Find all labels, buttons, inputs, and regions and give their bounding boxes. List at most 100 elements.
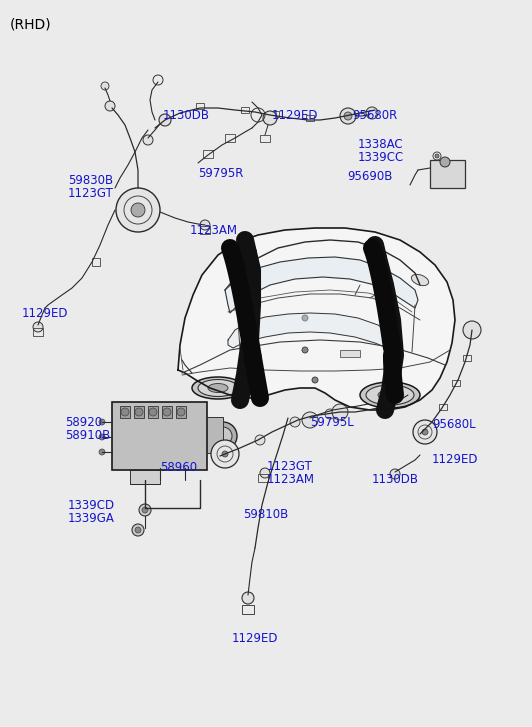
Circle shape <box>263 111 277 125</box>
Circle shape <box>395 362 401 368</box>
Bar <box>130 470 160 484</box>
Bar <box>340 350 360 357</box>
Bar <box>207 417 223 453</box>
Circle shape <box>242 592 254 604</box>
Circle shape <box>135 527 141 533</box>
Circle shape <box>131 203 145 217</box>
Circle shape <box>302 315 308 321</box>
Circle shape <box>390 469 400 479</box>
Circle shape <box>366 107 378 119</box>
Text: 58910B: 58910B <box>65 429 110 442</box>
Text: 1129ED: 1129ED <box>232 632 278 645</box>
Text: 59795R: 59795R <box>198 167 243 180</box>
Circle shape <box>143 135 153 145</box>
Circle shape <box>302 412 318 428</box>
Circle shape <box>325 409 335 419</box>
Bar <box>176 406 186 418</box>
Bar <box>112 402 207 470</box>
Text: 1339GA: 1339GA <box>68 512 115 525</box>
Circle shape <box>177 408 185 416</box>
Bar <box>241 107 249 113</box>
Bar <box>439 404 447 410</box>
Bar <box>203 150 213 158</box>
Bar <box>225 134 235 142</box>
Bar <box>463 355 471 361</box>
Bar <box>258 474 268 482</box>
Circle shape <box>105 101 115 111</box>
Bar <box>162 406 172 418</box>
Ellipse shape <box>198 379 238 396</box>
Circle shape <box>211 440 239 468</box>
Text: 58920: 58920 <box>65 416 102 429</box>
Text: 1339CD: 1339CD <box>68 499 115 512</box>
Bar <box>430 160 465 188</box>
Bar <box>306 115 314 121</box>
Ellipse shape <box>360 382 420 408</box>
Text: 1129ED: 1129ED <box>22 307 69 320</box>
Circle shape <box>101 82 109 90</box>
Circle shape <box>332 404 348 420</box>
Circle shape <box>142 507 148 513</box>
Bar <box>148 406 158 418</box>
Text: 95690B: 95690B <box>347 170 393 183</box>
Ellipse shape <box>366 385 414 405</box>
Text: 1129ED: 1129ED <box>272 109 319 122</box>
Bar <box>452 380 460 386</box>
Ellipse shape <box>208 384 228 393</box>
Bar <box>33 328 43 336</box>
Text: 1130DB: 1130DB <box>163 109 210 122</box>
Text: (RHD): (RHD) <box>10 18 52 32</box>
Text: 59810B: 59810B <box>243 508 288 521</box>
Circle shape <box>312 377 318 383</box>
Circle shape <box>139 504 151 516</box>
Text: 1123AM: 1123AM <box>267 473 315 486</box>
Circle shape <box>99 434 105 440</box>
Text: 1123AM: 1123AM <box>190 224 238 237</box>
Circle shape <box>135 408 143 416</box>
Circle shape <box>255 435 265 445</box>
Circle shape <box>116 188 160 232</box>
Circle shape <box>200 220 210 230</box>
Text: 1339CC: 1339CC <box>358 151 404 164</box>
Text: 59830B: 59830B <box>68 174 113 187</box>
Circle shape <box>159 114 171 126</box>
Circle shape <box>132 524 144 536</box>
Bar <box>200 226 210 234</box>
Circle shape <box>290 417 300 427</box>
Ellipse shape <box>378 390 402 400</box>
Circle shape <box>463 321 481 339</box>
Polygon shape <box>178 228 455 410</box>
Circle shape <box>149 408 157 416</box>
Ellipse shape <box>411 274 429 286</box>
Ellipse shape <box>214 427 232 445</box>
Polygon shape <box>225 257 418 313</box>
Text: 1130DB: 1130DB <box>372 473 419 486</box>
Circle shape <box>222 451 228 457</box>
Bar <box>120 406 130 418</box>
Ellipse shape <box>192 377 244 399</box>
Bar <box>242 605 254 614</box>
Text: 1123GT: 1123GT <box>68 187 114 200</box>
Bar <box>134 406 144 418</box>
Circle shape <box>340 108 356 124</box>
Text: 59795L: 59795L <box>310 416 354 429</box>
Circle shape <box>302 347 308 353</box>
Circle shape <box>99 449 105 455</box>
Circle shape <box>440 157 450 167</box>
Text: 95680L: 95680L <box>432 418 476 431</box>
Bar <box>260 135 270 142</box>
Bar <box>196 103 204 109</box>
Text: 95680R: 95680R <box>352 109 397 122</box>
Text: 58960: 58960 <box>160 461 197 474</box>
Text: 1129ED: 1129ED <box>432 453 478 466</box>
Bar <box>271 111 279 117</box>
Circle shape <box>121 408 129 416</box>
Circle shape <box>99 419 105 425</box>
Bar <box>92 258 100 266</box>
Circle shape <box>435 154 439 158</box>
Circle shape <box>33 322 43 332</box>
Polygon shape <box>228 313 395 350</box>
Text: 1123GT: 1123GT <box>267 460 313 473</box>
Circle shape <box>163 408 171 416</box>
Ellipse shape <box>209 422 237 450</box>
